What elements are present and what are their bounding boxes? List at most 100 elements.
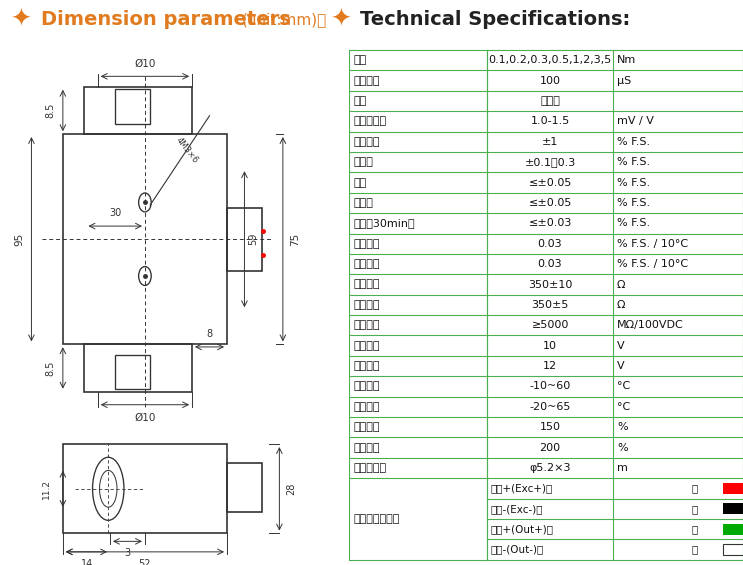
Text: 8.5: 8.5	[45, 360, 56, 376]
Text: %: %	[617, 422, 628, 432]
Text: 4M3×6: 4M3×6	[174, 135, 200, 164]
Bar	[63, 134, 227, 344]
Text: ✦: ✦	[11, 8, 32, 32]
Text: 59: 59	[248, 233, 258, 245]
Text: mV / V: mV / V	[617, 116, 654, 127]
Text: -10~60: -10~60	[530, 381, 571, 392]
Text: 350±5: 350±5	[531, 300, 568, 310]
Text: ≤±0.05: ≤±0.05	[528, 198, 571, 208]
Text: 150: 150	[539, 422, 560, 432]
Text: % F.S. / 10°C: % F.S. / 10°C	[617, 259, 688, 269]
Text: 0.03: 0.03	[538, 259, 562, 269]
Text: μS: μS	[617, 76, 632, 86]
Bar	[115, 355, 150, 389]
Bar	[227, 208, 262, 271]
Text: 14: 14	[80, 559, 93, 565]
Text: 红: 红	[692, 484, 698, 493]
Text: φ5.2×3: φ5.2×3	[529, 463, 571, 473]
Text: 蠕变（30min）: 蠕变（30min）	[353, 218, 415, 228]
Text: (unit:mm)：: (unit:mm)：	[241, 12, 327, 27]
Text: 信号-(Out-)：: 信号-(Out-)：	[491, 545, 544, 555]
Text: V: V	[617, 341, 625, 351]
Text: 28: 28	[287, 483, 296, 495]
Text: 绿: 绿	[692, 524, 698, 534]
Text: Ø10: Ø10	[134, 58, 155, 68]
Text: 安全超载: 安全超载	[353, 422, 380, 432]
Text: % F.S.: % F.S.	[617, 157, 650, 167]
Text: 75: 75	[290, 233, 300, 246]
Text: 使用电压: 使用电压	[353, 341, 380, 351]
Text: 温补范围: 温补范围	[353, 381, 380, 392]
Text: Ω: Ω	[617, 300, 626, 310]
Text: 工作温度: 工作温度	[353, 402, 380, 412]
Text: 12: 12	[543, 361, 557, 371]
Text: ≤±0.05: ≤±0.05	[528, 177, 571, 188]
Text: 电缆线连接方式: 电缆线连接方式	[353, 514, 400, 524]
Text: 1.0-1.5: 1.0-1.5	[531, 116, 570, 127]
Bar	[63, 444, 227, 533]
Text: ≤±0.03: ≤±0.03	[528, 218, 571, 228]
Text: 不锈钢: 不锈钢	[540, 96, 560, 106]
Text: 3: 3	[124, 548, 131, 558]
Text: 滞后: 滞后	[353, 177, 366, 188]
Text: 输出电阻: 输出电阻	[353, 300, 380, 310]
Text: 输出灵敏度: 输出灵敏度	[353, 116, 386, 127]
Bar	[724, 483, 743, 494]
Text: 白: 白	[692, 545, 698, 555]
Text: 重复性: 重复性	[353, 198, 373, 208]
Text: 极限超载: 极限超载	[353, 442, 380, 453]
Text: 0.1,0.2,0.3,0.5,1,2,3,5: 0.1,0.2,0.3,0.5,1,2,3,5	[488, 55, 611, 65]
Text: % F.S.: % F.S.	[617, 198, 650, 208]
Text: MΩ/100VDC: MΩ/100VDC	[617, 320, 684, 331]
Text: 200: 200	[539, 442, 561, 453]
Text: % F.S.: % F.S.	[617, 177, 650, 188]
Text: 8.5: 8.5	[45, 103, 56, 118]
Text: % F.S. / 10°C: % F.S. / 10°C	[617, 239, 688, 249]
Text: 量程: 量程	[353, 55, 366, 65]
Bar	[724, 524, 743, 534]
Text: 材质: 材质	[353, 96, 366, 106]
Bar	[84, 87, 192, 134]
Text: 30: 30	[109, 208, 121, 218]
Text: 非线性: 非线性	[353, 157, 373, 167]
Text: ✦: ✦	[331, 8, 351, 32]
Text: 输入电阻: 输入电阻	[353, 280, 380, 289]
Text: ±0.1，0.3: ±0.1，0.3	[525, 157, 576, 167]
Text: 95: 95	[14, 233, 25, 246]
Text: Nm: Nm	[617, 55, 636, 65]
Text: Dimension parameters: Dimension parameters	[41, 10, 291, 29]
Text: % F.S.: % F.S.	[617, 137, 650, 147]
Text: 350±10: 350±10	[528, 280, 572, 289]
Text: m: m	[617, 463, 628, 473]
Text: 11.2: 11.2	[42, 479, 51, 499]
Text: °C: °C	[617, 402, 630, 412]
Text: Ø10: Ø10	[134, 412, 155, 423]
Text: 绝缘电阻: 绝缘电阻	[353, 320, 380, 331]
Bar	[84, 344, 192, 392]
Text: 零点温漂: 零点温漂	[353, 259, 380, 269]
Text: 响应频率: 响应频率	[353, 76, 380, 86]
Text: 100: 100	[539, 76, 560, 86]
Bar	[115, 89, 150, 124]
Bar	[724, 544, 743, 555]
Text: °C: °C	[617, 381, 630, 392]
Text: 8: 8	[207, 329, 212, 339]
Text: 激励-(Exc-)：: 激励-(Exc-)：	[491, 504, 543, 514]
Text: 信号+(Out+)：: 信号+(Out+)：	[491, 524, 554, 534]
Text: 激励+(Exc+)：: 激励+(Exc+)：	[491, 484, 554, 493]
Text: 10: 10	[543, 341, 557, 351]
Bar	[227, 463, 262, 512]
Text: 电缆线尺寸: 电缆线尺寸	[353, 463, 386, 473]
Text: V: V	[617, 361, 625, 371]
Text: 最大电压: 最大电压	[353, 361, 380, 371]
Text: -20~65: -20~65	[529, 402, 571, 412]
Text: ≥5000: ≥5000	[531, 320, 568, 331]
Text: Ω: Ω	[617, 280, 626, 289]
Text: 零点输出: 零点输出	[353, 137, 380, 147]
Text: 0.03: 0.03	[538, 239, 562, 249]
Text: 灵敏温漂: 灵敏温漂	[353, 239, 380, 249]
Text: ±1: ±1	[542, 137, 558, 147]
Text: % F.S.: % F.S.	[617, 218, 650, 228]
Bar	[724, 503, 743, 514]
Text: 黑: 黑	[692, 504, 698, 514]
